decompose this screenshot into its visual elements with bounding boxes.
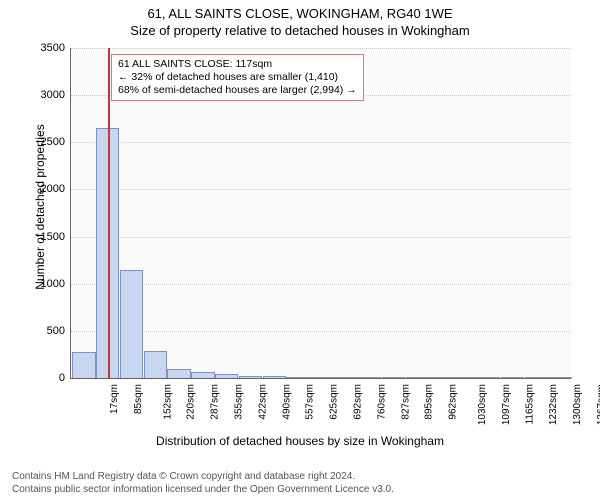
x-tick-label: 1030sqm	[477, 384, 488, 425]
x-tick-label: 1300sqm	[572, 384, 583, 425]
gridline	[71, 237, 571, 238]
histogram-bar	[239, 376, 262, 378]
x-tick-label: 17sqm	[109, 384, 120, 414]
x-tick-label: 355sqm	[234, 384, 245, 420]
histogram-bar	[548, 377, 571, 378]
footer-line2: Contains public sector information licen…	[12, 484, 394, 497]
histogram-bar	[429, 377, 452, 378]
histogram-bar	[72, 352, 95, 378]
annotation-box: 61 ALL SAINTS CLOSE: 117sqm← 32% of deta…	[111, 54, 364, 101]
histogram-bar	[215, 374, 238, 378]
histogram-bar	[334, 377, 357, 378]
x-tick-label: 220sqm	[186, 384, 197, 420]
gridline	[71, 284, 571, 285]
histogram-bar	[263, 376, 286, 378]
x-tick-label: 895sqm	[424, 384, 435, 420]
footer-attribution: Contains HM Land Registry data © Crown c…	[12, 471, 394, 496]
annotation-line: 68% of semi-detached houses are larger (…	[118, 84, 357, 97]
title-address: 61, ALL SAINTS CLOSE, WOKINGHAM, RG40 1W…	[0, 0, 600, 21]
x-tick-label: 962sqm	[448, 384, 459, 420]
histogram-bar	[501, 377, 524, 378]
subject-property-marker	[108, 48, 110, 378]
chart-plot-area: 61 ALL SAINTS CLOSE: 117sqm← 32% of deta…	[70, 48, 571, 379]
y-tick-label: 0	[35, 372, 65, 384]
gridline	[71, 142, 571, 143]
y-tick-label: 3000	[35, 89, 65, 101]
histogram-bar	[525, 377, 548, 378]
x-tick-label: 490sqm	[281, 384, 292, 420]
x-tick-label: 287sqm	[210, 384, 221, 420]
x-tick-label: 760sqm	[376, 384, 387, 420]
histogram-bar	[167, 369, 190, 378]
annotation-line: ← 32% of detached houses are smaller (1,…	[118, 71, 357, 84]
x-tick-label: 85sqm	[133, 384, 144, 414]
x-tick-label: 625sqm	[329, 384, 340, 420]
gridline	[71, 48, 571, 49]
x-tick-label: 557sqm	[305, 384, 316, 420]
x-tick-label: 1367sqm	[596, 384, 600, 425]
y-tick-label: 500	[35, 325, 65, 337]
histogram-bar	[144, 351, 167, 378]
annotation-line: 61 ALL SAINTS CLOSE: 117sqm	[118, 58, 357, 71]
histogram-bar	[453, 377, 476, 378]
histogram-bar	[358, 377, 381, 378]
histogram-bar	[382, 377, 405, 378]
x-tick-label: 422sqm	[257, 384, 268, 420]
histogram-bar	[286, 377, 309, 378]
x-tick-label: 1232sqm	[549, 384, 560, 425]
gridline	[71, 331, 571, 332]
x-tick-label: 692sqm	[353, 384, 364, 420]
x-tick-label: 1165sqm	[524, 384, 535, 424]
x-axis-label: Distribution of detached houses by size …	[0, 434, 600, 448]
y-tick-label: 2500	[35, 136, 65, 148]
histogram-bar	[120, 270, 143, 378]
y-tick-label: 1500	[35, 231, 65, 243]
x-tick-label: 827sqm	[400, 384, 411, 420]
x-tick-label: 152sqm	[162, 384, 173, 420]
y-tick-label: 3500	[35, 42, 65, 54]
histogram-bar	[477, 377, 500, 378]
gridline	[71, 189, 571, 190]
footer-line1: Contains HM Land Registry data © Crown c…	[12, 471, 394, 484]
title-subtitle: Size of property relative to detached ho…	[0, 21, 600, 38]
histogram-bar	[191, 372, 214, 378]
y-tick-label: 1000	[35, 278, 65, 290]
x-tick-label: 1097sqm	[501, 384, 512, 425]
y-tick-label: 2000	[35, 183, 65, 195]
histogram-bar	[406, 377, 429, 378]
histogram-bar	[310, 377, 333, 378]
figure: 61, ALL SAINTS CLOSE, WOKINGHAM, RG40 1W…	[0, 0, 600, 500]
